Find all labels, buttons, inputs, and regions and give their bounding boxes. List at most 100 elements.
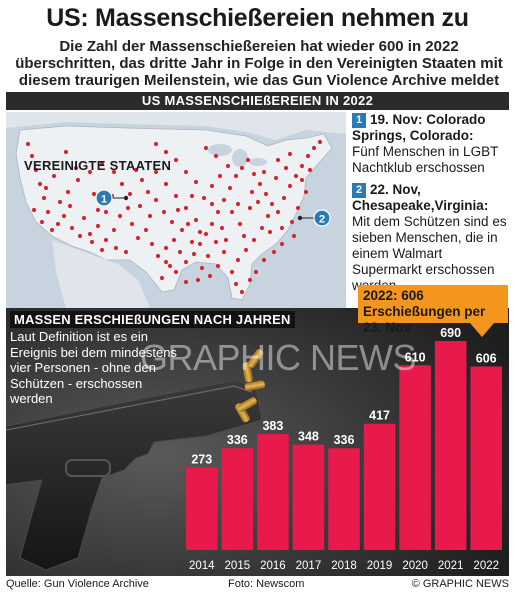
shooting-dot [143, 227, 149, 233]
event-1-number: 1 [352, 113, 366, 128]
shooting-dot [29, 153, 35, 159]
pistol-photo [6, 379, 263, 571]
shooting-dot [67, 203, 73, 209]
shooting-dot [61, 213, 67, 219]
shooting-dot [217, 173, 223, 179]
shooting-dot [209, 201, 215, 207]
shooting-dot [95, 207, 101, 213]
shooting-dot [103, 209, 109, 215]
bar-value-label-2019: 417 [369, 409, 390, 423]
shooting-dot [219, 225, 225, 231]
shooting-dot [227, 185, 233, 191]
shooting-dot [209, 183, 215, 189]
map-land [15, 125, 333, 301]
shooting-dot [189, 193, 195, 199]
shooting-dot [279, 225, 285, 231]
shooting-dot [233, 281, 239, 287]
footer-source: Quelle: Gun Violence Archive [6, 578, 149, 590]
shooting-dot [215, 209, 221, 215]
x-tick-2016: 2016 [260, 560, 286, 572]
shooting-dot [229, 269, 235, 275]
shooting-dot [73, 165, 79, 171]
shooting-dot [307, 167, 313, 173]
us-map: 1 2 VEREINIGTE STAATEN [6, 112, 346, 308]
shooting-dot [75, 177, 81, 183]
bar-2017 [292, 444, 325, 550]
shooting-dot [87, 231, 93, 237]
shooting-dot [63, 149, 69, 155]
bar-value-label-2017: 348 [298, 430, 319, 444]
shooting-dot [275, 157, 281, 163]
bar-value-label-2015: 336 [227, 433, 248, 447]
shooting-dot [133, 167, 139, 173]
bar-2015 [221, 448, 254, 550]
x-tick-2018: 2018 [331, 560, 357, 572]
shooting-dot [273, 175, 279, 181]
shooting-dot [33, 167, 39, 173]
shooting-dot [31, 207, 37, 213]
shooting-dot [205, 253, 211, 259]
shooting-dot [195, 277, 201, 283]
x-tick-2020: 2020 [402, 560, 428, 572]
shooting-dot [39, 219, 45, 225]
bar-value-label-2022: 606 [476, 351, 497, 365]
shooting-dot [163, 245, 169, 251]
shooting-dot [161, 209, 167, 215]
map-lake [232, 149, 248, 167]
shooting-dot [235, 257, 241, 263]
bar-2021 [434, 341, 467, 550]
shooting-dot [99, 161, 105, 167]
shooting-dot [145, 189, 151, 195]
bar-2014 [186, 467, 218, 550]
shooting-dot [87, 169, 93, 175]
shooting-dot [111, 227, 117, 233]
shooting-dot [237, 221, 243, 227]
shooting-dot [305, 153, 311, 159]
shooting-dot [77, 233, 83, 239]
page-subtitle: Die Zahl der Massenschießereien hat wied… [15, 38, 503, 89]
shooting-dot [159, 275, 165, 281]
shooting-dot [221, 197, 227, 203]
shooting-dot [197, 229, 203, 235]
shooting-dot [171, 237, 177, 243]
shooting-dot [199, 265, 205, 271]
shooting-dot [223, 237, 229, 243]
bar-value-label-2021: 690 [440, 326, 461, 340]
shooting-dot [81, 215, 87, 221]
bar-2022 [470, 366, 502, 550]
chart-bars [186, 341, 502, 550]
shooting-dot [41, 195, 47, 201]
shooting-dot [183, 259, 189, 265]
marker-1-point [123, 195, 129, 201]
shooting-dot [99, 247, 105, 253]
shooting-dot [283, 165, 289, 171]
shooting-dot [239, 165, 245, 171]
x-tick-2015: 2015 [225, 560, 251, 572]
shooting-dot [69, 225, 75, 231]
shooting-dot [193, 179, 199, 185]
shooting-dot [167, 263, 173, 269]
shooting-dot [175, 207, 181, 213]
shooting-dot [269, 201, 275, 207]
chart-value-labels: 273 336 383 348 336 417 610 690 606 [191, 326, 496, 466]
shooting-dot [173, 157, 179, 163]
marker-1-circle [95, 189, 113, 207]
shooting-dot [295, 205, 301, 211]
bar-2019 [363, 423, 396, 550]
shooting-dot [245, 157, 251, 163]
bar-value-label-2014: 273 [191, 452, 212, 466]
chart-title: MASSEN ERSCHIEßUNGEN NACH JAHREN [10, 311, 295, 328]
shooting-dot [287, 151, 293, 157]
shooting-dot [259, 225, 265, 231]
shooting-dot [255, 199, 261, 205]
page-title: US: Massenschießereien nehmen zu [46, 4, 469, 32]
shooting-dot [251, 171, 257, 177]
shooting-dot [209, 221, 215, 227]
bar-value-label-2018: 336 [334, 433, 355, 447]
shooting-dot [299, 177, 305, 183]
bullets-photo [235, 349, 265, 423]
x-tick-2019: 2019 [367, 560, 393, 572]
footer-copyright: © GRAPHIC NEWS [411, 578, 509, 590]
shooting-dot [25, 141, 31, 147]
shooting-dot [275, 209, 281, 215]
